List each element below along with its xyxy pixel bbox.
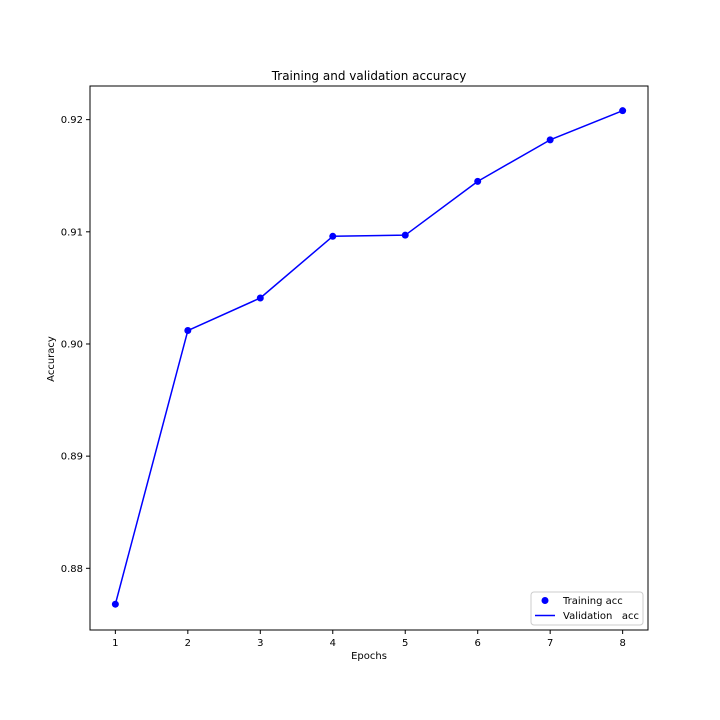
data-point-training [111,600,119,608]
legend-marker-training [541,597,549,604]
data-point-training [256,294,264,302]
chart-title: Training and validation accuracy [271,69,467,83]
axes-frame [89,85,649,631]
x-tick-label: 4 [330,638,336,649]
data-point-training [401,231,409,239]
x-tick-label: 6 [475,638,481,649]
x-tick-label: 2 [185,638,191,649]
legend-box [530,591,644,626]
plot-area: 1 2 3 4 5 6 7 8 0.88 0.89 0.90 0.91 0.92 [61,85,649,649]
y-tick-label: 0.89 [61,452,83,463]
x-tick-label: 8 [619,638,625,649]
data-point-training [184,327,192,335]
data-point-training [546,136,554,144]
legend-label-training: Training acc [562,596,623,607]
y-tick-label: 0.91 [61,227,83,238]
x-tick-label: 5 [402,638,408,649]
series-line-validation [114,109,623,605]
y-tick-label: 0.90 [61,339,83,350]
data-point-training [329,232,337,240]
y-tick-label: 0.92 [61,115,83,126]
x-tick-label: 1 [112,638,118,649]
legend: Training acc Validation acc [530,591,644,626]
data-point-training [474,177,482,185]
y-axis-label: Accuracy [46,336,57,382]
x-tick-label: 7 [547,638,553,649]
x-tick-label: 3 [257,638,263,649]
x-axis-label: Epochs [351,651,387,662]
y-tick-label: 0.88 [61,564,83,575]
legend-label-validation: Validation acc [563,611,639,622]
data-point-training [619,107,627,115]
